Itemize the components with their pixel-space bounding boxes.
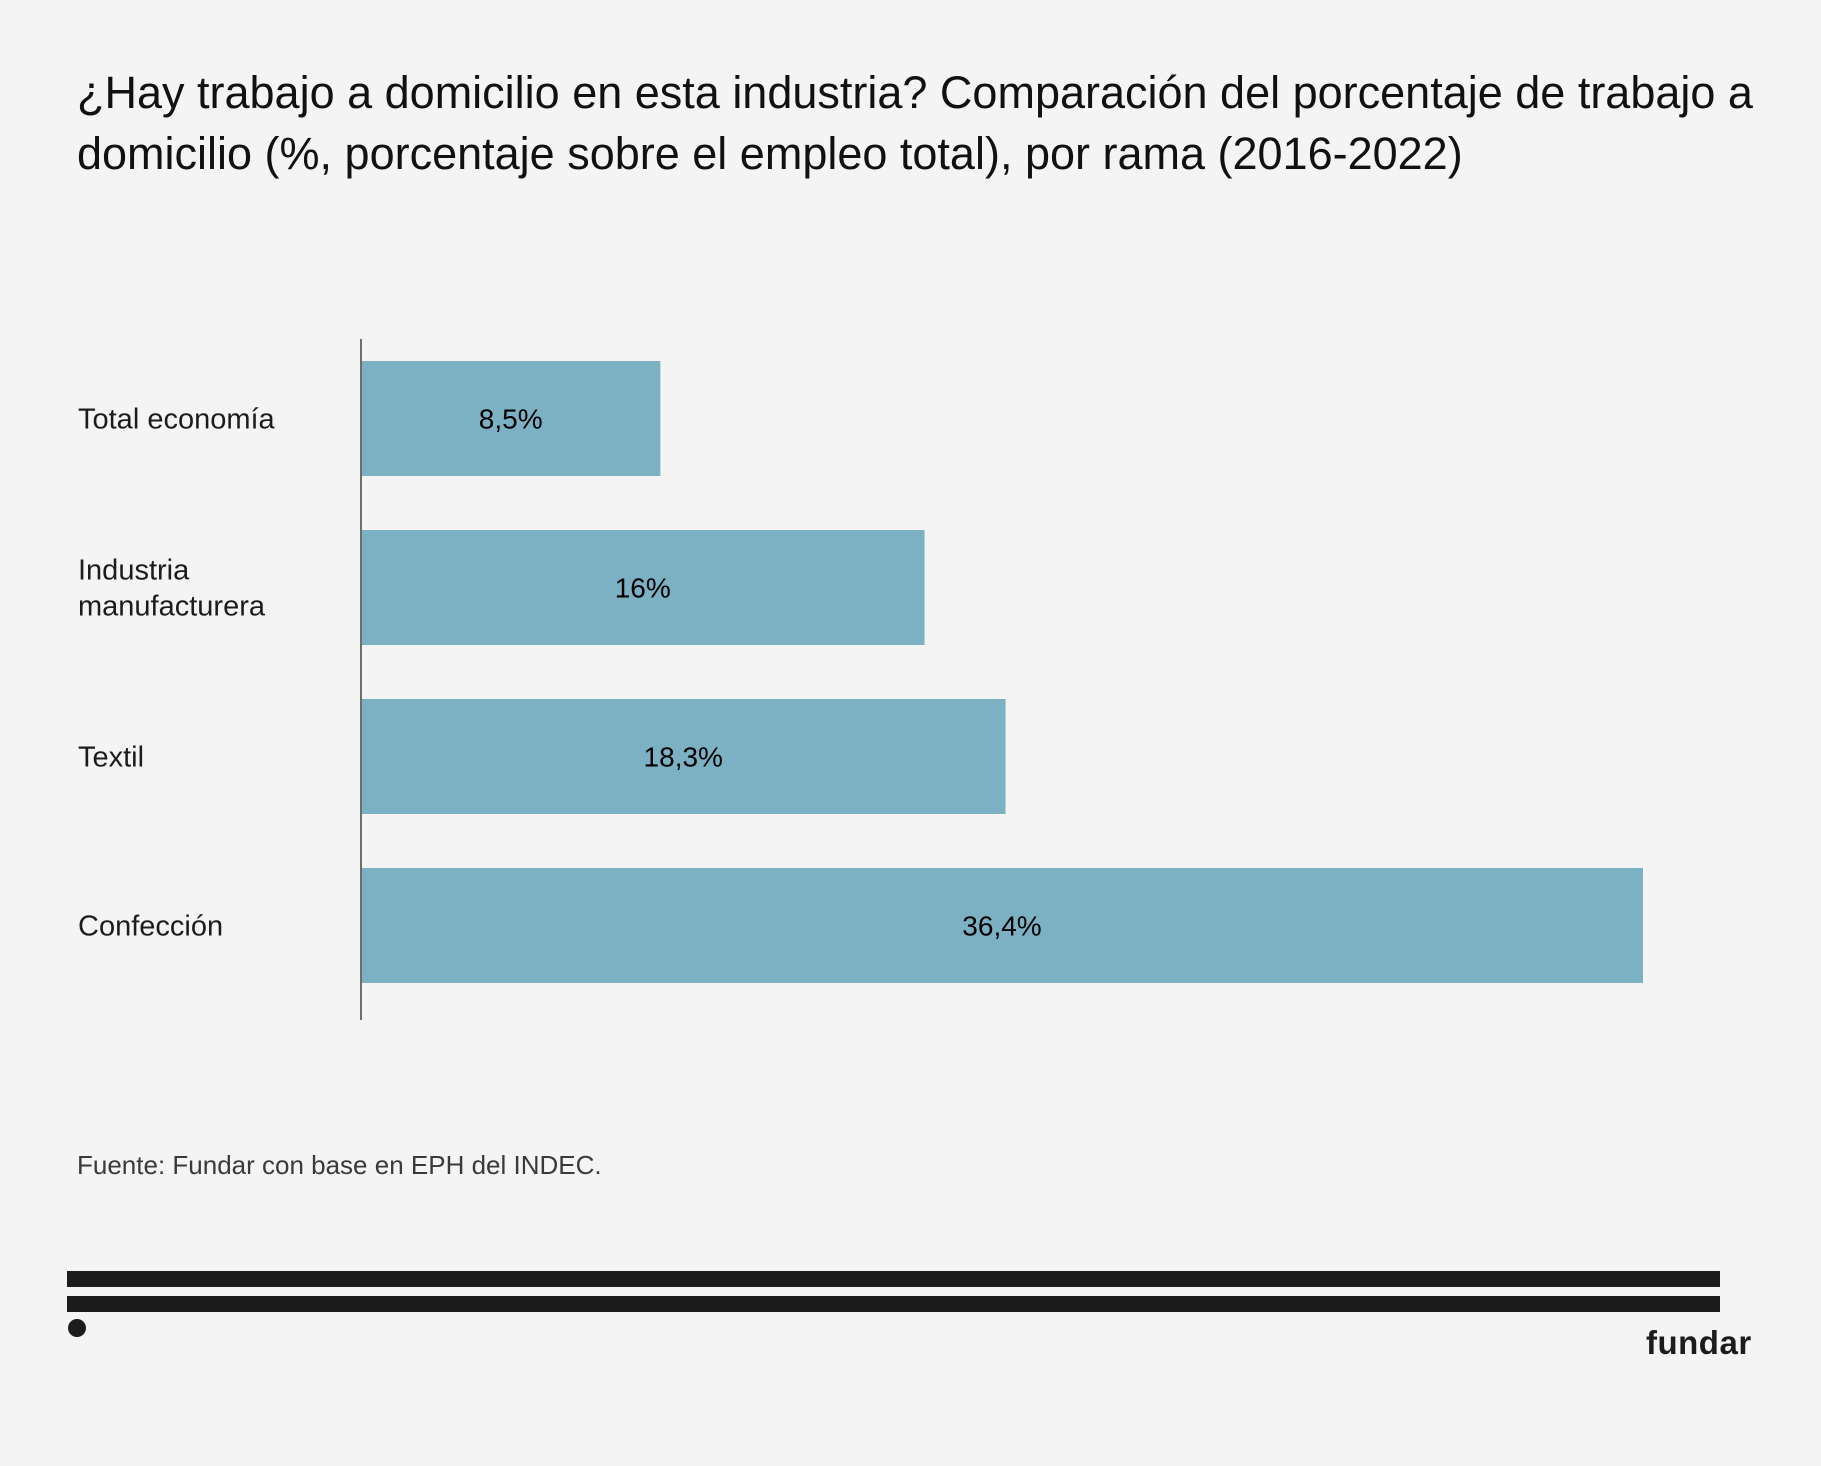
bar-1 xyxy=(361,530,925,645)
bar-0 xyxy=(361,361,661,476)
data-label-2: 18,3% xyxy=(644,742,723,773)
chart-title: ¿Hay trabajo a domicilio en esta industr… xyxy=(77,67,1753,179)
category-label-2: Textil xyxy=(78,742,144,774)
bar-2 xyxy=(361,699,1006,814)
category-label-line: Confección xyxy=(78,911,223,943)
labels-layer: 8,5% Total economía 16% Industria manufactur… xyxy=(78,404,1042,943)
bars-layer xyxy=(361,361,1643,983)
category-label-line: Total economía xyxy=(78,404,276,436)
source-note: Fuente: Fundar con base en EPH del INDEC… xyxy=(77,1150,602,1180)
category-label-line: manufacturera xyxy=(78,591,266,623)
brand-logo: fundar xyxy=(1646,1324,1752,1361)
category-label-3: Confección xyxy=(78,911,223,943)
data-label-3: 36,4% xyxy=(962,911,1041,942)
data-label-1: 16% xyxy=(615,573,671,604)
bar-3 xyxy=(361,868,1643,983)
category-label-line: Industria xyxy=(78,555,190,587)
data-label-0: 8,5% xyxy=(479,404,543,435)
category-label-1: Industria manufacturera xyxy=(78,555,266,623)
footer-rule-top xyxy=(67,1271,1720,1287)
category-label-line: Textil xyxy=(78,742,144,774)
footer-dot-icon xyxy=(68,1319,86,1337)
category-label-0: Total economía xyxy=(78,404,276,436)
footer-rule-bottom xyxy=(67,1296,1720,1312)
